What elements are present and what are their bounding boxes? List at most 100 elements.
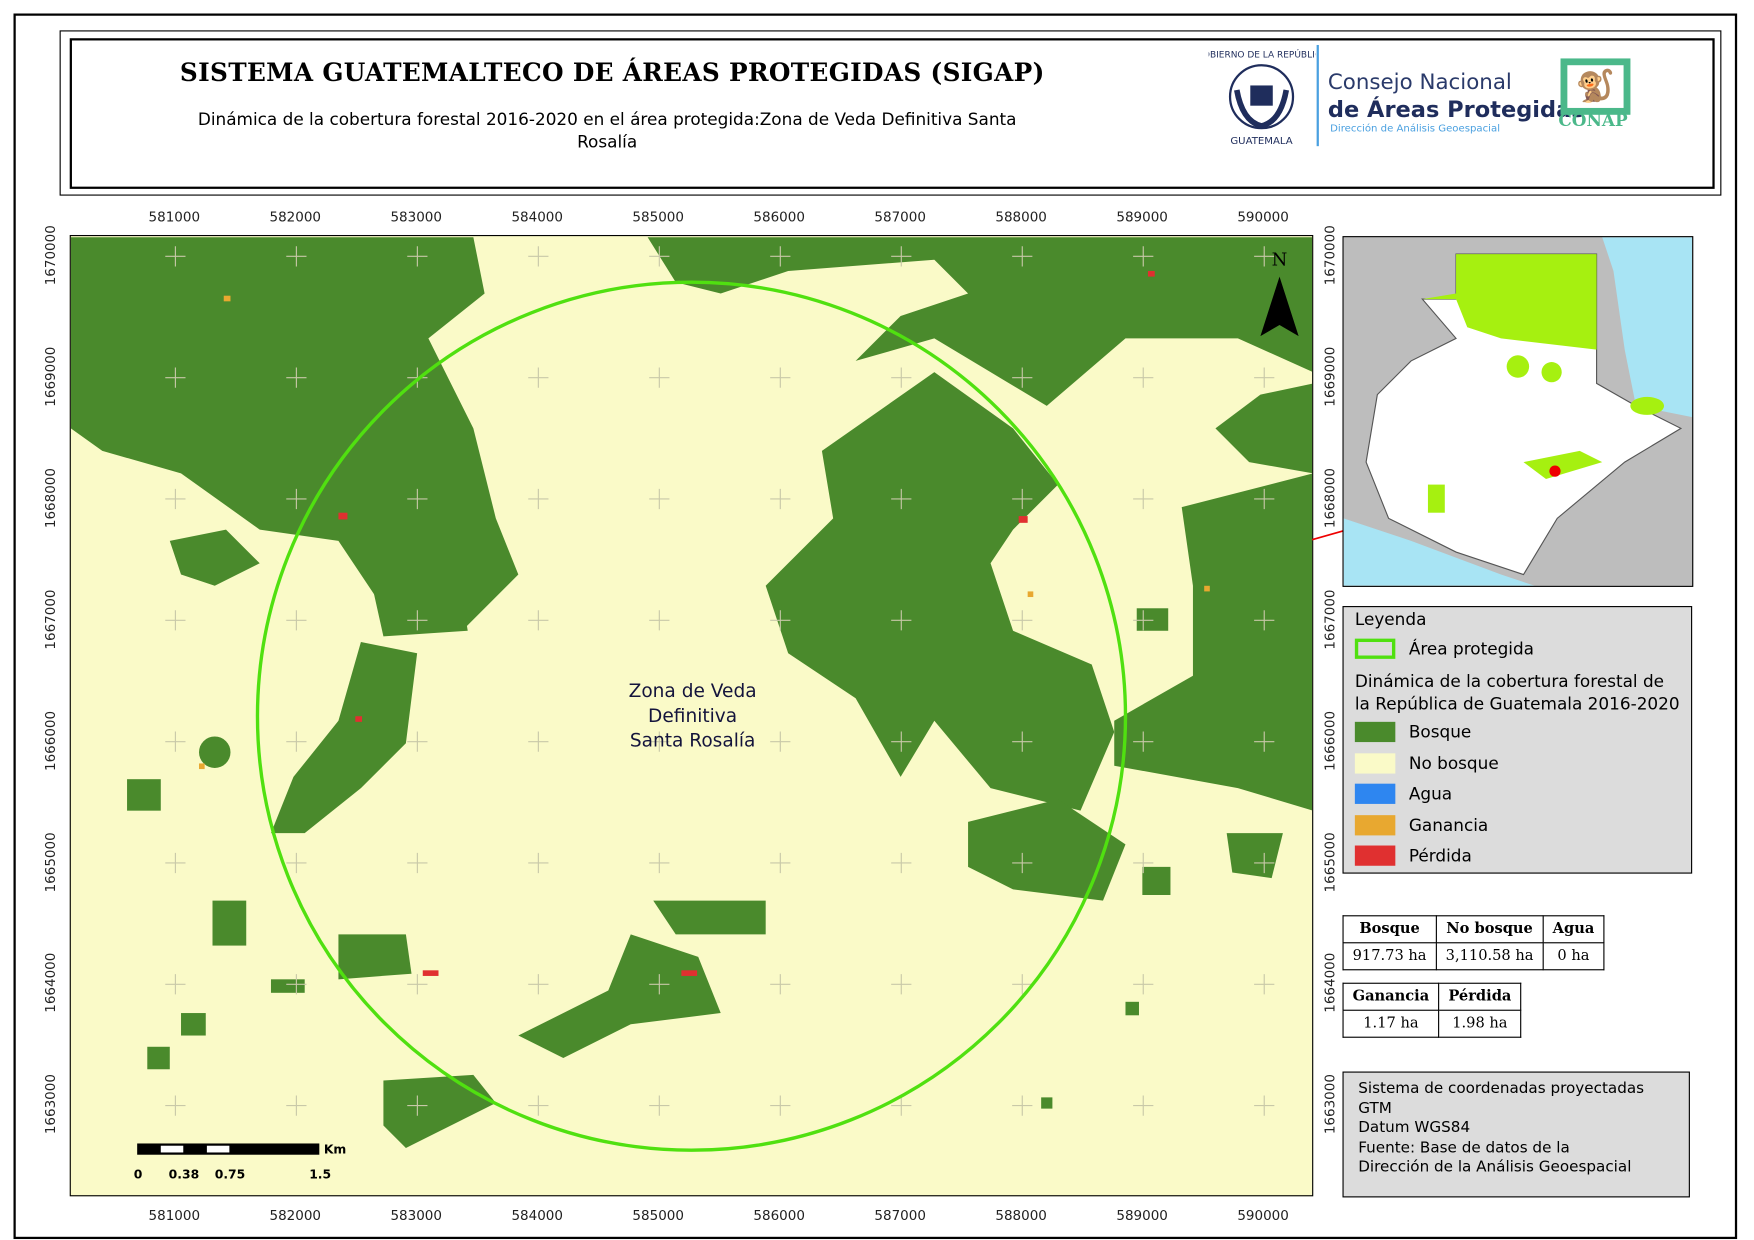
loss-pixels bbox=[338, 270, 1155, 976]
scale-bar bbox=[137, 1143, 320, 1155]
scale-label: 1.5 bbox=[309, 1167, 332, 1182]
area-label-line: Zona de Veda bbox=[628, 680, 757, 702]
stats-table-change: Ganancia Pérdida 1.17 ha 1.98 ha bbox=[1342, 982, 1522, 1038]
grid-cross bbox=[1012, 246, 1033, 267]
conap-logo-text: CONAP bbox=[1558, 110, 1628, 131]
grid-cross bbox=[165, 731, 186, 752]
grid-cross bbox=[1012, 610, 1033, 631]
grid-cross bbox=[649, 852, 670, 874]
page-title: SISTEMA GUATEMALTECO DE ÁREAS PROTEGIDAS… bbox=[179, 58, 1045, 88]
y-tick-label-right: 1665000 bbox=[1322, 831, 1338, 892]
grid-cross bbox=[1012, 974, 1033, 995]
grid-cross bbox=[165, 1095, 186, 1116]
grid-cross bbox=[770, 367, 791, 388]
y-tick-label-left: 1663000 bbox=[42, 1074, 59, 1135]
legend-label: Agua bbox=[1408, 783, 1453, 804]
scale-label: 0.38 bbox=[168, 1167, 200, 1182]
grid-cross bbox=[770, 246, 791, 267]
legend-item-area: Área protegida bbox=[1354, 638, 1535, 659]
grid-cross bbox=[1133, 974, 1154, 995]
legend-item-ganancia: Ganancia bbox=[1354, 814, 1488, 835]
grid-cross bbox=[1254, 367, 1275, 388]
logo-divider bbox=[1316, 44, 1319, 147]
legend-label: Pérdida bbox=[1408, 845, 1472, 866]
table-cell: 917.73 ha bbox=[1342, 942, 1437, 971]
projection-info-box: Sistema de coordenadas proyectadas GTM D… bbox=[1342, 1071, 1690, 1198]
area-label-line: Definitiva bbox=[648, 704, 738, 727]
legend-title: Leyenda bbox=[1354, 609, 1427, 630]
scale-label: 0 bbox=[133, 1167, 143, 1182]
table-header: Bosque bbox=[1342, 915, 1437, 944]
grid-cross bbox=[770, 488, 791, 510]
y-tick-label-right: 1663000 bbox=[1322, 1074, 1338, 1135]
grid-cross bbox=[286, 488, 307, 510]
grid-cross bbox=[407, 974, 428, 995]
table-header: Agua bbox=[1542, 915, 1605, 944]
grid-cross bbox=[528, 246, 549, 267]
svg-text:GOBIERNO DE LA REPÚBLICA: GOBIERNO DE LA REPÚBLICA bbox=[1209, 48, 1316, 60]
x-tick-label-bottom: 586000 bbox=[753, 1207, 805, 1224]
grid-cross bbox=[1012, 488, 1033, 510]
table-header: Ganancia bbox=[1342, 982, 1440, 1011]
x-tick-label-top: 587000 bbox=[874, 209, 926, 225]
info-line: GTM bbox=[1358, 1099, 1392, 1118]
legend-item-pérdida: Pérdida bbox=[1354, 845, 1472, 866]
x-tick-label-top: 585000 bbox=[632, 209, 684, 225]
x-tick-label-top: 586000 bbox=[753, 209, 805, 225]
scale-label: 0.75 bbox=[214, 1167, 246, 1182]
info-line: Datum WGS84 bbox=[1358, 1118, 1471, 1137]
y-tick-label-right: 1669000 bbox=[1322, 346, 1338, 407]
grid-cross bbox=[770, 610, 791, 631]
grid-cross bbox=[165, 974, 186, 995]
grid-cross bbox=[891, 731, 912, 752]
grid-cross bbox=[1012, 852, 1033, 874]
x-tick-label-top: 581000 bbox=[148, 209, 201, 225]
x-tick-label-top: 584000 bbox=[511, 209, 563, 225]
grid-cross bbox=[1133, 367, 1154, 388]
grid-cross bbox=[407, 488, 428, 510]
grid-cross bbox=[1254, 610, 1275, 631]
x-tick-label-bottom: 581000 bbox=[148, 1207, 201, 1224]
locator-inset-map[interactable] bbox=[1342, 236, 1694, 587]
grid-cross bbox=[1254, 852, 1275, 874]
grid-cross bbox=[1133, 852, 1154, 874]
grid-cross bbox=[286, 610, 307, 631]
grid-cross bbox=[649, 367, 670, 388]
grid-cross bbox=[1012, 731, 1033, 752]
grid-cross bbox=[165, 488, 186, 510]
x-tick-label-bottom: 589000 bbox=[1116, 1207, 1168, 1224]
grid-cross bbox=[1133, 246, 1154, 267]
legend-label: Bosque bbox=[1408, 721, 1472, 743]
grid-cross bbox=[528, 1095, 549, 1116]
x-tick-label-top: 582000 bbox=[269, 209, 322, 225]
legend-label: Área protegida bbox=[1408, 638, 1535, 659]
x-tick-label-bottom: 587000 bbox=[874, 1207, 926, 1224]
grid-cross bbox=[1254, 488, 1275, 510]
svg-text:N: N bbox=[1272, 249, 1288, 270]
grid-crosses bbox=[165, 246, 1275, 1116]
consejo-logo-line3: Dirección de Análisis Geoespacial bbox=[1330, 123, 1501, 135]
grid-cross bbox=[165, 246, 186, 267]
x-tick-label-bottom: 582000 bbox=[269, 1207, 322, 1224]
grid-cross bbox=[286, 1095, 307, 1116]
area-label-line: Santa Rosalía bbox=[629, 729, 756, 752]
y-tick-label-right: 1670000 bbox=[1322, 225, 1338, 286]
grid-cross bbox=[1133, 610, 1154, 631]
grid-cross bbox=[528, 974, 549, 995]
grid-cross bbox=[165, 852, 186, 874]
grid-cross bbox=[1254, 731, 1275, 752]
grid-cross bbox=[165, 367, 186, 388]
grid-cross bbox=[528, 610, 549, 631]
grid-cross bbox=[1133, 1095, 1154, 1116]
x-tick-label-bottom: 588000 bbox=[995, 1207, 1047, 1224]
y-tick-label-right: 1668000 bbox=[1322, 467, 1338, 528]
protected-area-boundary[interactable] bbox=[255, 280, 1128, 1152]
info-line: Dirección de la Análisis Geoespacial bbox=[1358, 1158, 1632, 1177]
y-tick-label-right: 1664000 bbox=[1322, 953, 1338, 1014]
legend-section-title: Dinámica de la cobertura forestal de la … bbox=[1354, 671, 1680, 714]
grid-cross bbox=[286, 731, 307, 752]
north-arrow-icon: N bbox=[1260, 249, 1299, 337]
y-tick-label-left: 1665000 bbox=[42, 831, 59, 892]
main-map[interactable]: N Zona de Veda Definitiva Santa Rosalía … bbox=[69, 234, 1314, 1197]
grid-cross bbox=[407, 246, 428, 267]
